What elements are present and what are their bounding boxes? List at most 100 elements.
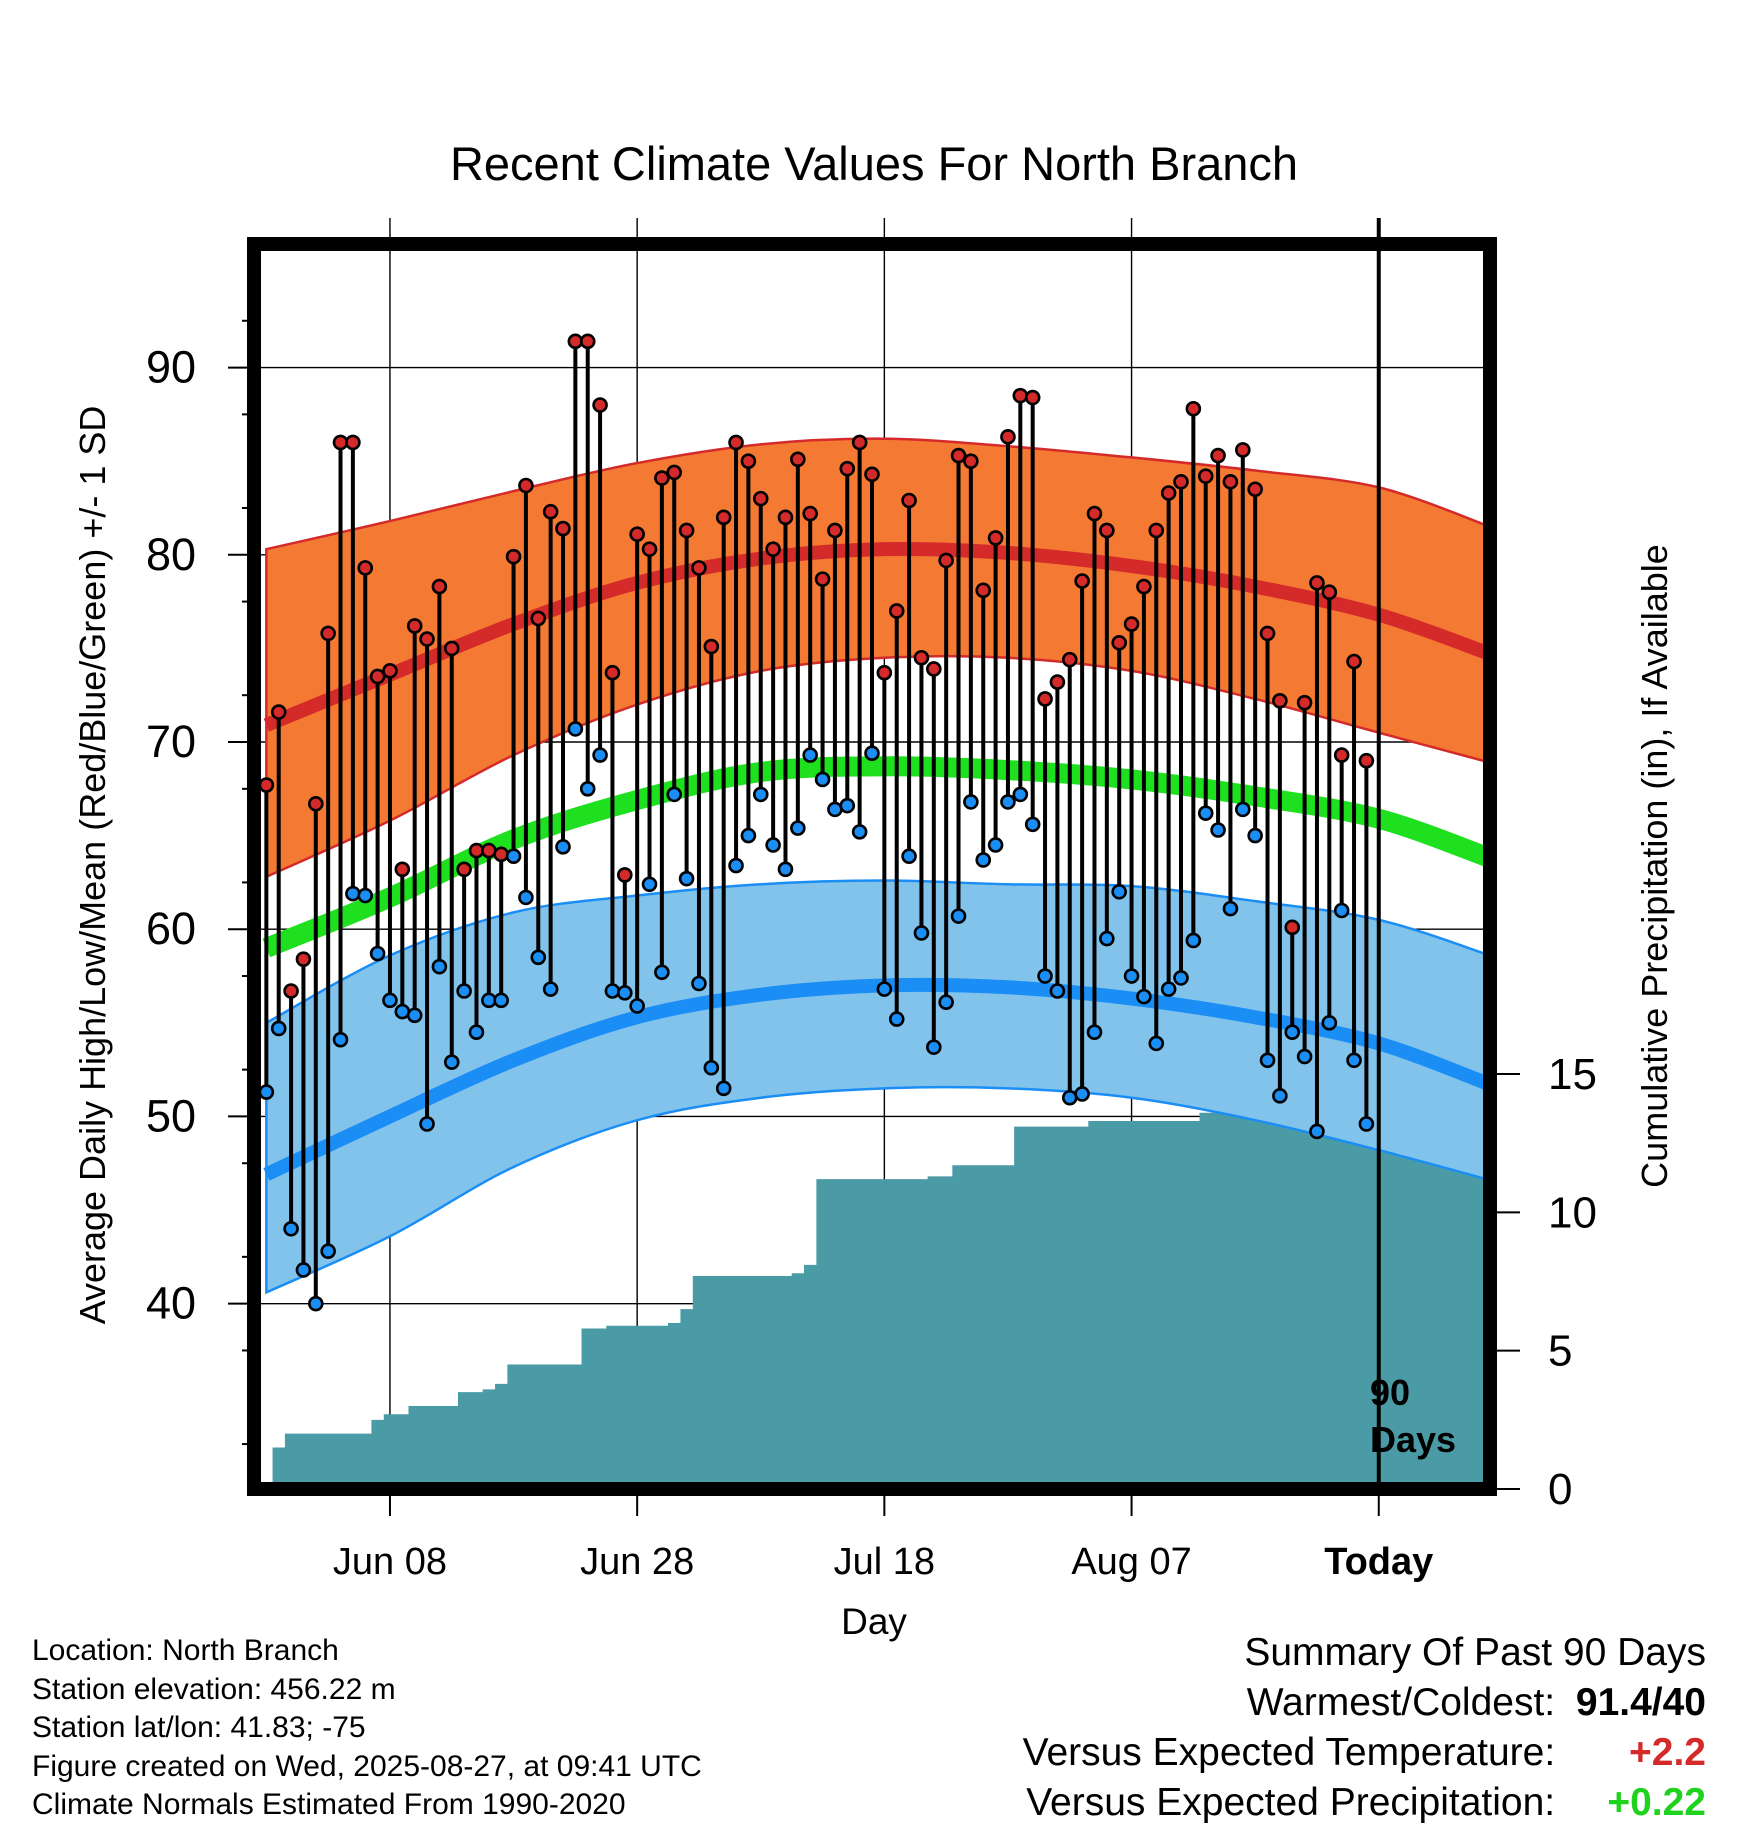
info-elevation: Station elevation: 456.22 m — [32, 1672, 396, 1706]
summary-row-temp: Versus Expected Temperature: +2.2 — [1023, 1728, 1706, 1778]
summary-label-extremes: Warmest/Coldest: — [1246, 1681, 1556, 1724]
low-point — [1358, 1116, 1375, 1132]
low-point — [641, 876, 658, 893]
low-point — [542, 981, 559, 997]
low-point — [901, 848, 917, 865]
high-point — [1074, 573, 1090, 589]
low-point — [1197, 805, 1214, 821]
high-point — [1309, 575, 1325, 591]
low-point — [802, 747, 819, 763]
precipitation-fill — [254, 1101, 1490, 1489]
high-point — [332, 434, 349, 451]
precipitation-area — [254, 1101, 1490, 1489]
high-normal-line — [263, 541, 1490, 732]
x-tick-label: Today — [1324, 1541, 1433, 1583]
high-point — [1099, 522, 1115, 539]
low-point — [332, 1031, 349, 1048]
low-point — [295, 1262, 312, 1278]
high-point — [629, 526, 645, 542]
low-point — [814, 771, 831, 788]
high-point — [851, 434, 868, 451]
high-point — [542, 503, 559, 520]
high-point — [1197, 468, 1214, 484]
low-point — [703, 1059, 720, 1076]
high-point — [1111, 634, 1127, 651]
high-point — [987, 530, 1004, 546]
low-point — [888, 1011, 905, 1027]
low-point — [1086, 1024, 1103, 1040]
high-point — [876, 664, 893, 681]
low-point — [258, 1084, 275, 1100]
summary-row-extremes: Warmest/Coldest: 91.4/40 — [1023, 1678, 1706, 1728]
low-point — [283, 1220, 299, 1237]
high-point — [1173, 473, 1189, 490]
low-point — [505, 848, 522, 865]
low-point — [382, 992, 398, 1009]
high-point — [1012, 387, 1029, 404]
y-tick-label-left: 40 — [146, 1278, 196, 1329]
summary-label-temp: Versus Expected Temperature: — [1022, 1731, 1556, 1774]
info-location: Location: North Branch — [32, 1634, 339, 1667]
summary-value-temp: +2.2 — [1629, 1731, 1706, 1774]
summary-value-precip: +0.22 — [1607, 1781, 1706, 1824]
low-point — [1061, 1089, 1078, 1106]
y-tick-label-left: 70 — [146, 716, 196, 767]
low-point — [443, 1054, 460, 1070]
high-point — [295, 951, 312, 967]
low-point — [1000, 794, 1016, 810]
y-axis-label-right: Cumulative Precipitation (in), If Availa… — [1634, 544, 1675, 1188]
high-point — [1185, 400, 1202, 417]
high-point — [802, 505, 819, 522]
plot-frame — [247, 218, 1497, 1496]
low-point — [406, 1007, 423, 1024]
low-point — [765, 837, 781, 853]
high-point — [604, 664, 621, 681]
high-point — [765, 541, 781, 557]
high-point — [307, 795, 324, 812]
low-point — [1321, 1015, 1338, 1031]
high-point — [728, 434, 744, 451]
high-point — [357, 560, 374, 576]
high-point — [715, 509, 732, 526]
high-point — [419, 631, 435, 647]
high-point — [1296, 694, 1313, 711]
high-point — [555, 520, 571, 537]
low-point — [493, 992, 510, 1009]
high-point — [369, 668, 386, 685]
low-point — [1210, 822, 1226, 838]
high-point — [443, 640, 460, 657]
low-point — [567, 721, 584, 737]
high-point — [777, 509, 794, 526]
high-point — [1222, 473, 1239, 490]
low-point — [270, 1020, 287, 1037]
high-point — [456, 861, 472, 878]
high-point — [394, 861, 411, 878]
low-point — [728, 857, 744, 874]
low-point — [1012, 786, 1029, 803]
low-point — [530, 949, 547, 966]
low-point — [839, 797, 856, 814]
y-tick-label-left: 90 — [146, 342, 196, 393]
high-point — [790, 451, 806, 468]
low-point — [666, 786, 683, 803]
high-point — [666, 464, 683, 481]
low-point — [431, 958, 448, 975]
high-point — [740, 453, 757, 469]
high-point — [579, 333, 596, 350]
high-point — [1247, 481, 1263, 498]
low-point — [518, 889, 534, 906]
low-point — [925, 1039, 942, 1055]
high-point — [1086, 505, 1103, 522]
low-point — [307, 1295, 324, 1312]
high-point — [752, 490, 769, 507]
low-point — [963, 794, 979, 810]
low-point — [1099, 930, 1115, 947]
high-point — [518, 477, 534, 494]
low-point — [1296, 1048, 1313, 1065]
high-point — [431, 578, 448, 595]
low-point — [691, 975, 707, 992]
high-point — [1037, 691, 1053, 707]
low-point — [1346, 1052, 1362, 1069]
info-normals: Climate Normals Estimated From 1990-2020 — [32, 1788, 626, 1821]
